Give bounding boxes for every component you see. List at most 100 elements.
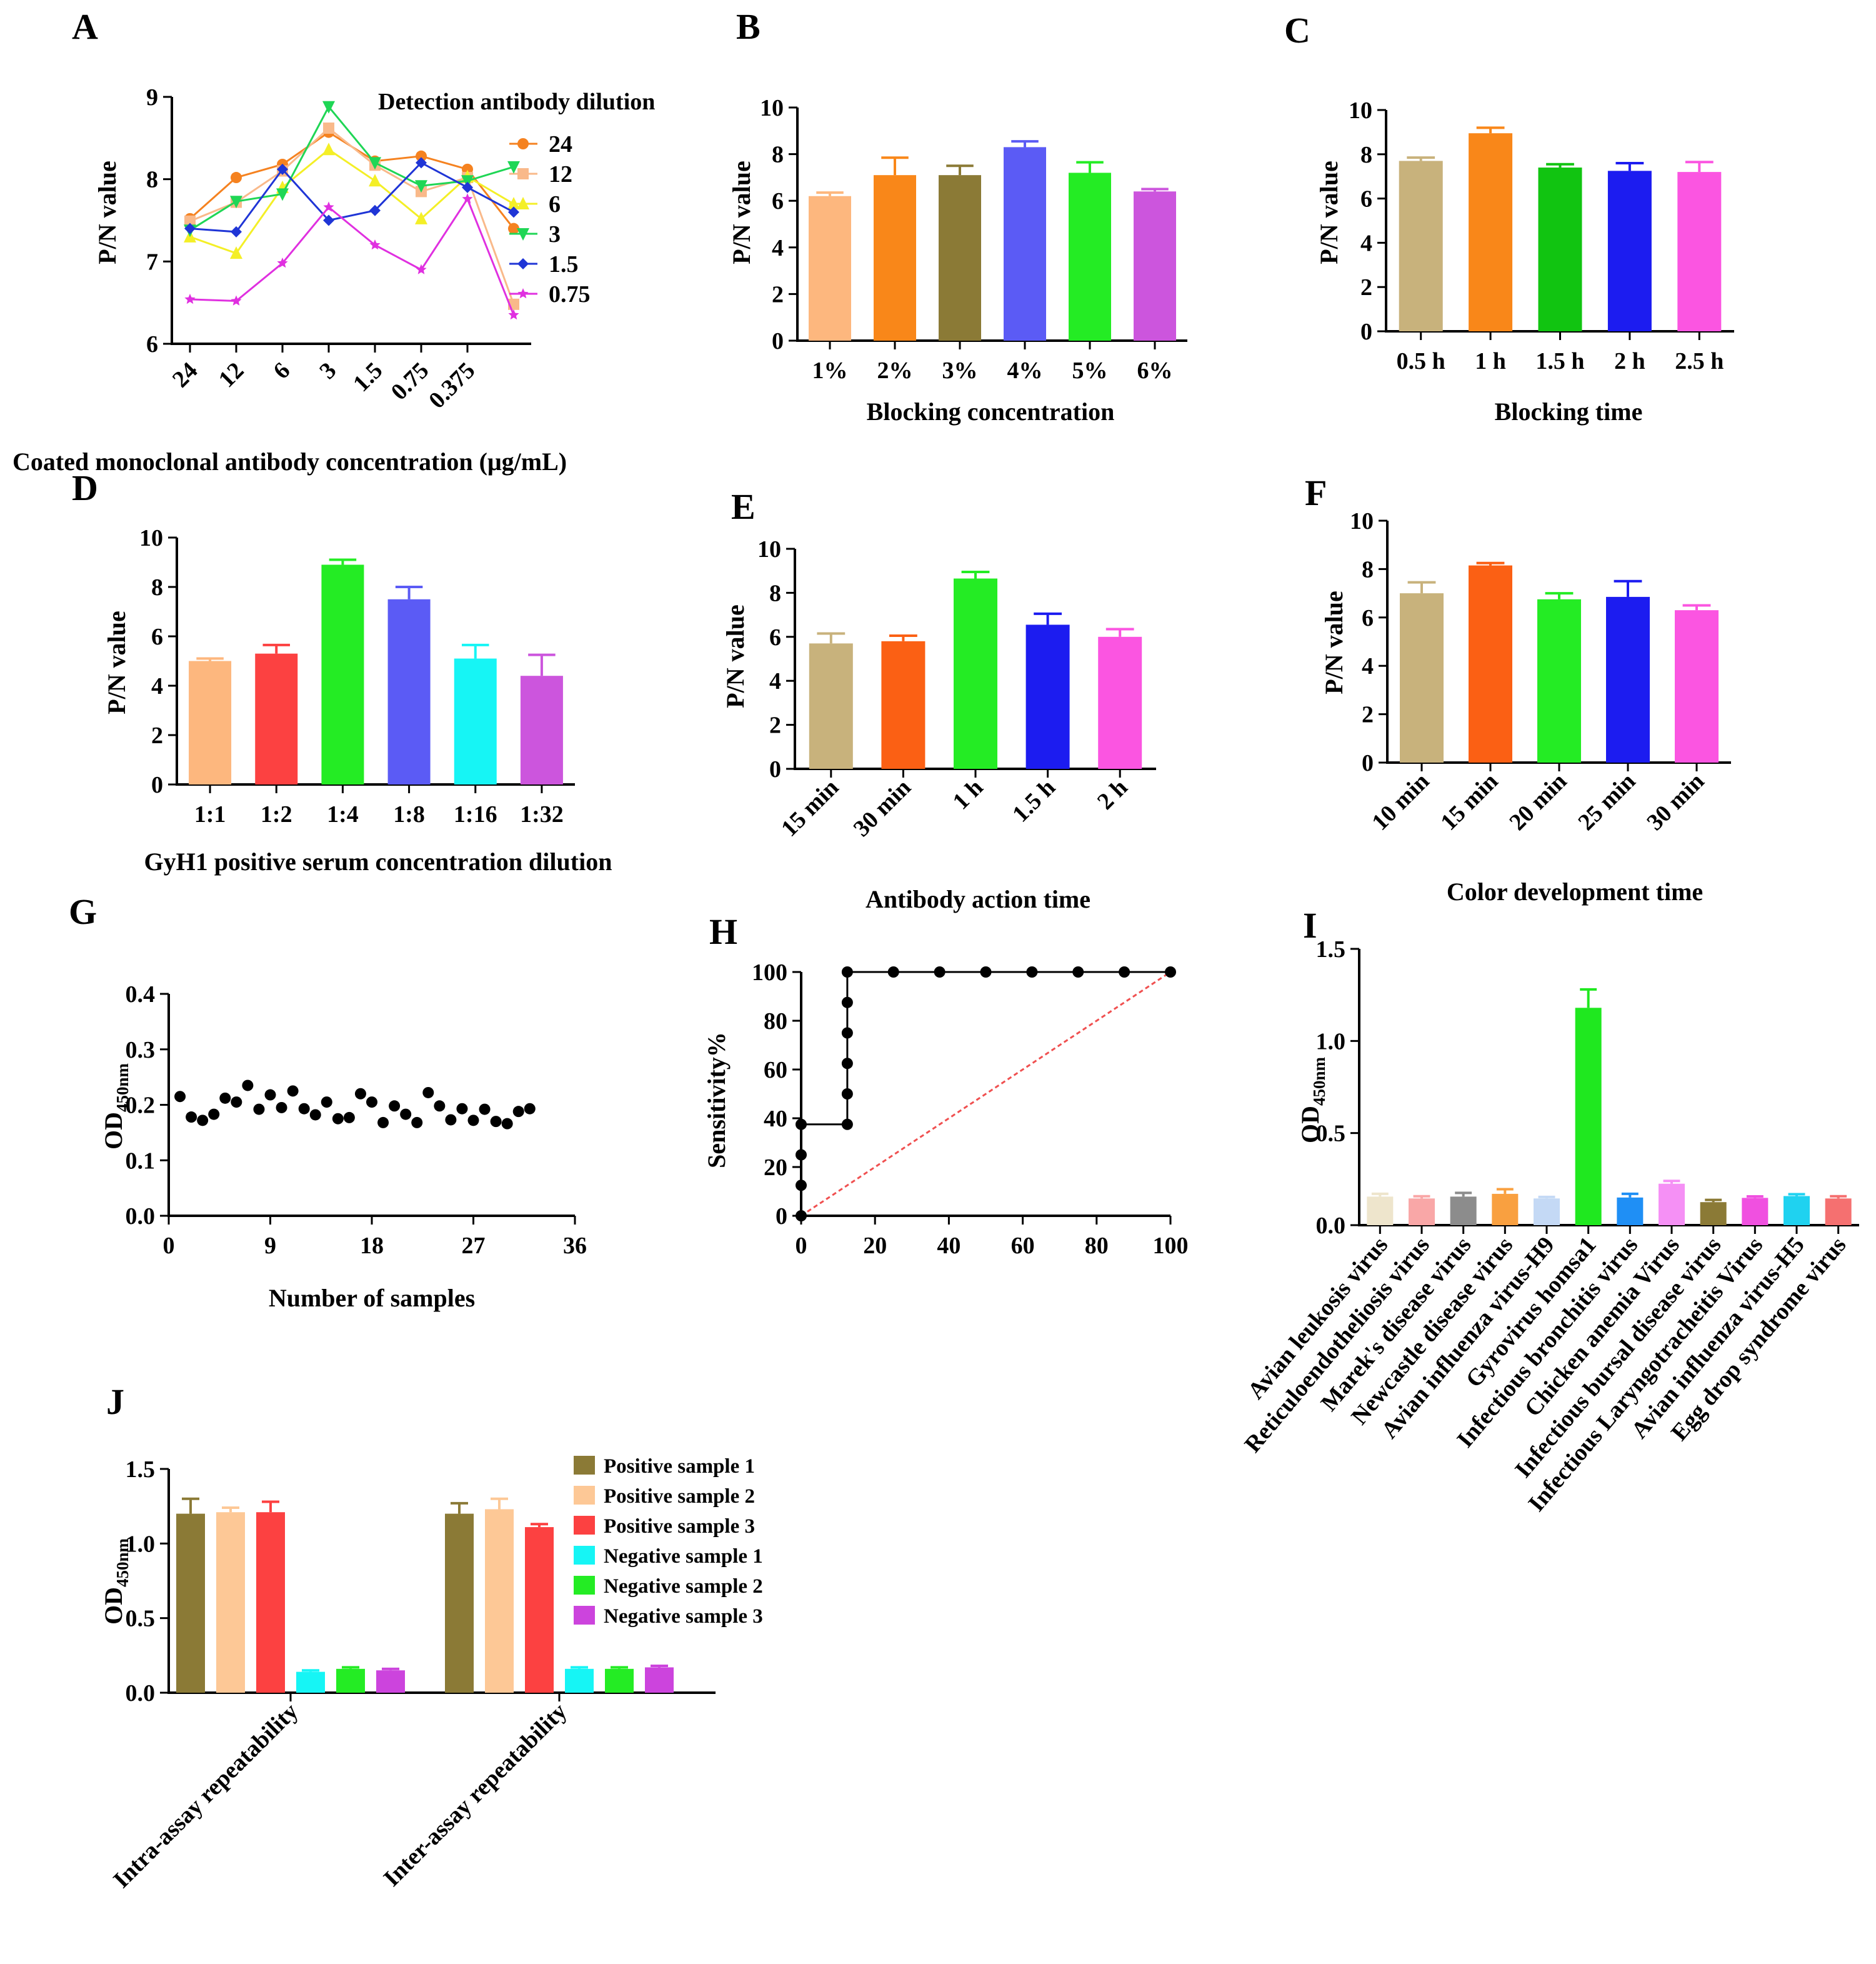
bar xyxy=(1606,596,1650,763)
data-point xyxy=(230,246,242,259)
chart-d: 0 2 4 6 8 10 1:1 1:2 1:4 1:8 1:16 1:32 P/N value GyH1… xyxy=(102,525,612,876)
bar xyxy=(1617,1197,1644,1225)
legend-swatch xyxy=(574,1576,595,1595)
bar xyxy=(1450,1196,1477,1225)
data-point xyxy=(462,193,473,204)
x-tick-label: 1:4 xyxy=(327,801,359,828)
y-tick-label: 0.5 xyxy=(126,1606,156,1632)
panel-label-b: B xyxy=(736,6,761,47)
y-tick-label: 10 xyxy=(1349,98,1372,124)
data-point xyxy=(253,1103,265,1115)
x-tick-label: 60 xyxy=(1011,1233,1035,1259)
y-axis-title-subscript: 450nm xyxy=(1310,1056,1329,1106)
data-point xyxy=(841,1118,853,1130)
bar xyxy=(1098,636,1142,769)
y-tick-label: 80 xyxy=(764,1008,787,1035)
y-axis-title-text: Sensitivity% xyxy=(702,1032,731,1168)
y-tick-label: 9 xyxy=(146,84,158,111)
chart-g: 0.0 0.1 0.2 0.3 0.4 0 9 18 27 36 OD450nm Number of … xyxy=(99,981,587,1312)
x-tick-label: 0 xyxy=(796,1233,807,1259)
y-tick-label: 1.5 xyxy=(1316,936,1346,963)
legend-label: 0.75 xyxy=(549,281,591,308)
y-tick-label: 10 xyxy=(1350,508,1374,534)
panel-label-g: G xyxy=(69,891,97,932)
y-tick-label: 6 xyxy=(1362,605,1374,631)
y-tick-label: 1.0 xyxy=(1316,1028,1346,1055)
bar xyxy=(1784,1196,1810,1225)
data-point xyxy=(287,1085,299,1097)
bar xyxy=(874,175,916,341)
data-point xyxy=(1119,966,1130,978)
y-axis-title: P/N value xyxy=(1315,161,1343,264)
chart-e: 0 2 4 6 8 10 15 min 30 min 1 h 1.5 h 2 h P/N value A… xyxy=(721,536,1156,913)
panel-label-h: H xyxy=(709,911,737,952)
x-tick-label: 30 min xyxy=(1642,768,1709,836)
panel-label-i: I xyxy=(1303,905,1317,946)
x-axis-title: Blocking concentration xyxy=(867,398,1115,426)
y-tick-label: 0.0 xyxy=(126,1680,156,1706)
bar xyxy=(1607,171,1652,331)
data-point xyxy=(422,1086,434,1098)
x-tick-label: 20 xyxy=(863,1233,887,1259)
y-tick-label: 7 xyxy=(146,249,158,275)
bar xyxy=(565,1668,594,1693)
bar xyxy=(1492,1193,1519,1225)
data-point xyxy=(980,966,992,978)
x-tick-label: 0.375 xyxy=(424,358,480,414)
data-point xyxy=(322,143,335,156)
series-line xyxy=(189,127,515,305)
x-tick-label: 0.5 h xyxy=(1397,348,1445,374)
bar xyxy=(1367,1196,1394,1225)
legend-label: Negative sample 1 xyxy=(604,1545,763,1568)
chart-h: 0 20 40 60 80 100 0 20 40 60 80 100 Sensitivity% xyxy=(702,959,1189,1259)
y-axis-title: P/N value xyxy=(93,161,121,264)
y-tick-label: 8 xyxy=(769,580,781,606)
x-tick-label: 2 h xyxy=(1614,348,1645,374)
x-tick-label: 1 h xyxy=(1475,348,1506,374)
data-point xyxy=(231,172,242,184)
x-tick-label: 30 min xyxy=(849,774,916,842)
data-point xyxy=(456,1103,468,1115)
data-point xyxy=(512,1106,524,1118)
bar xyxy=(445,1513,474,1693)
data-point xyxy=(323,123,334,134)
x-tick-label: 80 xyxy=(1085,1233,1109,1259)
x-tick-label: 1% xyxy=(812,358,848,384)
data-point xyxy=(524,1103,536,1115)
data-point xyxy=(508,223,519,234)
bar xyxy=(189,661,232,784)
x-tick-label: 15 min xyxy=(1435,768,1503,836)
data-point xyxy=(467,1115,479,1126)
x-axis-title: Blocking time xyxy=(1495,398,1643,426)
y-tick-label: 40 xyxy=(764,1106,787,1132)
y-axis-title-text: P/N value xyxy=(102,611,131,714)
data-point xyxy=(434,1100,446,1112)
y-tick-label: 2 xyxy=(1360,274,1372,301)
y-tick-label: 4 xyxy=(151,673,163,699)
data-point xyxy=(841,1027,853,1039)
y-tick-label: 0 xyxy=(776,1203,787,1230)
y-axis-title: P/N value xyxy=(727,161,756,264)
data-point xyxy=(332,1113,344,1125)
data-point xyxy=(445,1114,457,1126)
y-tick-label: 10 xyxy=(760,95,784,121)
y-axis-title-text: OD xyxy=(99,1587,127,1625)
bar xyxy=(1537,599,1581,763)
data-point xyxy=(517,288,529,299)
y-tick-label: 4 xyxy=(1360,230,1372,256)
data-point xyxy=(231,295,242,306)
x-tick-label: 36 xyxy=(563,1233,587,1259)
y-axis-title: OD450nm xyxy=(99,1063,132,1150)
data-point xyxy=(184,215,196,227)
data-point xyxy=(517,168,529,179)
data-point xyxy=(508,206,519,218)
data-point xyxy=(416,157,427,169)
x-tick-label: 1:16 xyxy=(454,801,497,828)
data-point xyxy=(343,1111,355,1123)
x-axis-title: Color development time xyxy=(1447,878,1703,906)
data-point xyxy=(462,181,473,193)
data-point xyxy=(400,1108,412,1120)
reference-line xyxy=(801,971,1171,1217)
bar xyxy=(1700,1202,1727,1225)
x-tick-label: Intra-assay repeatability xyxy=(108,1698,303,1893)
